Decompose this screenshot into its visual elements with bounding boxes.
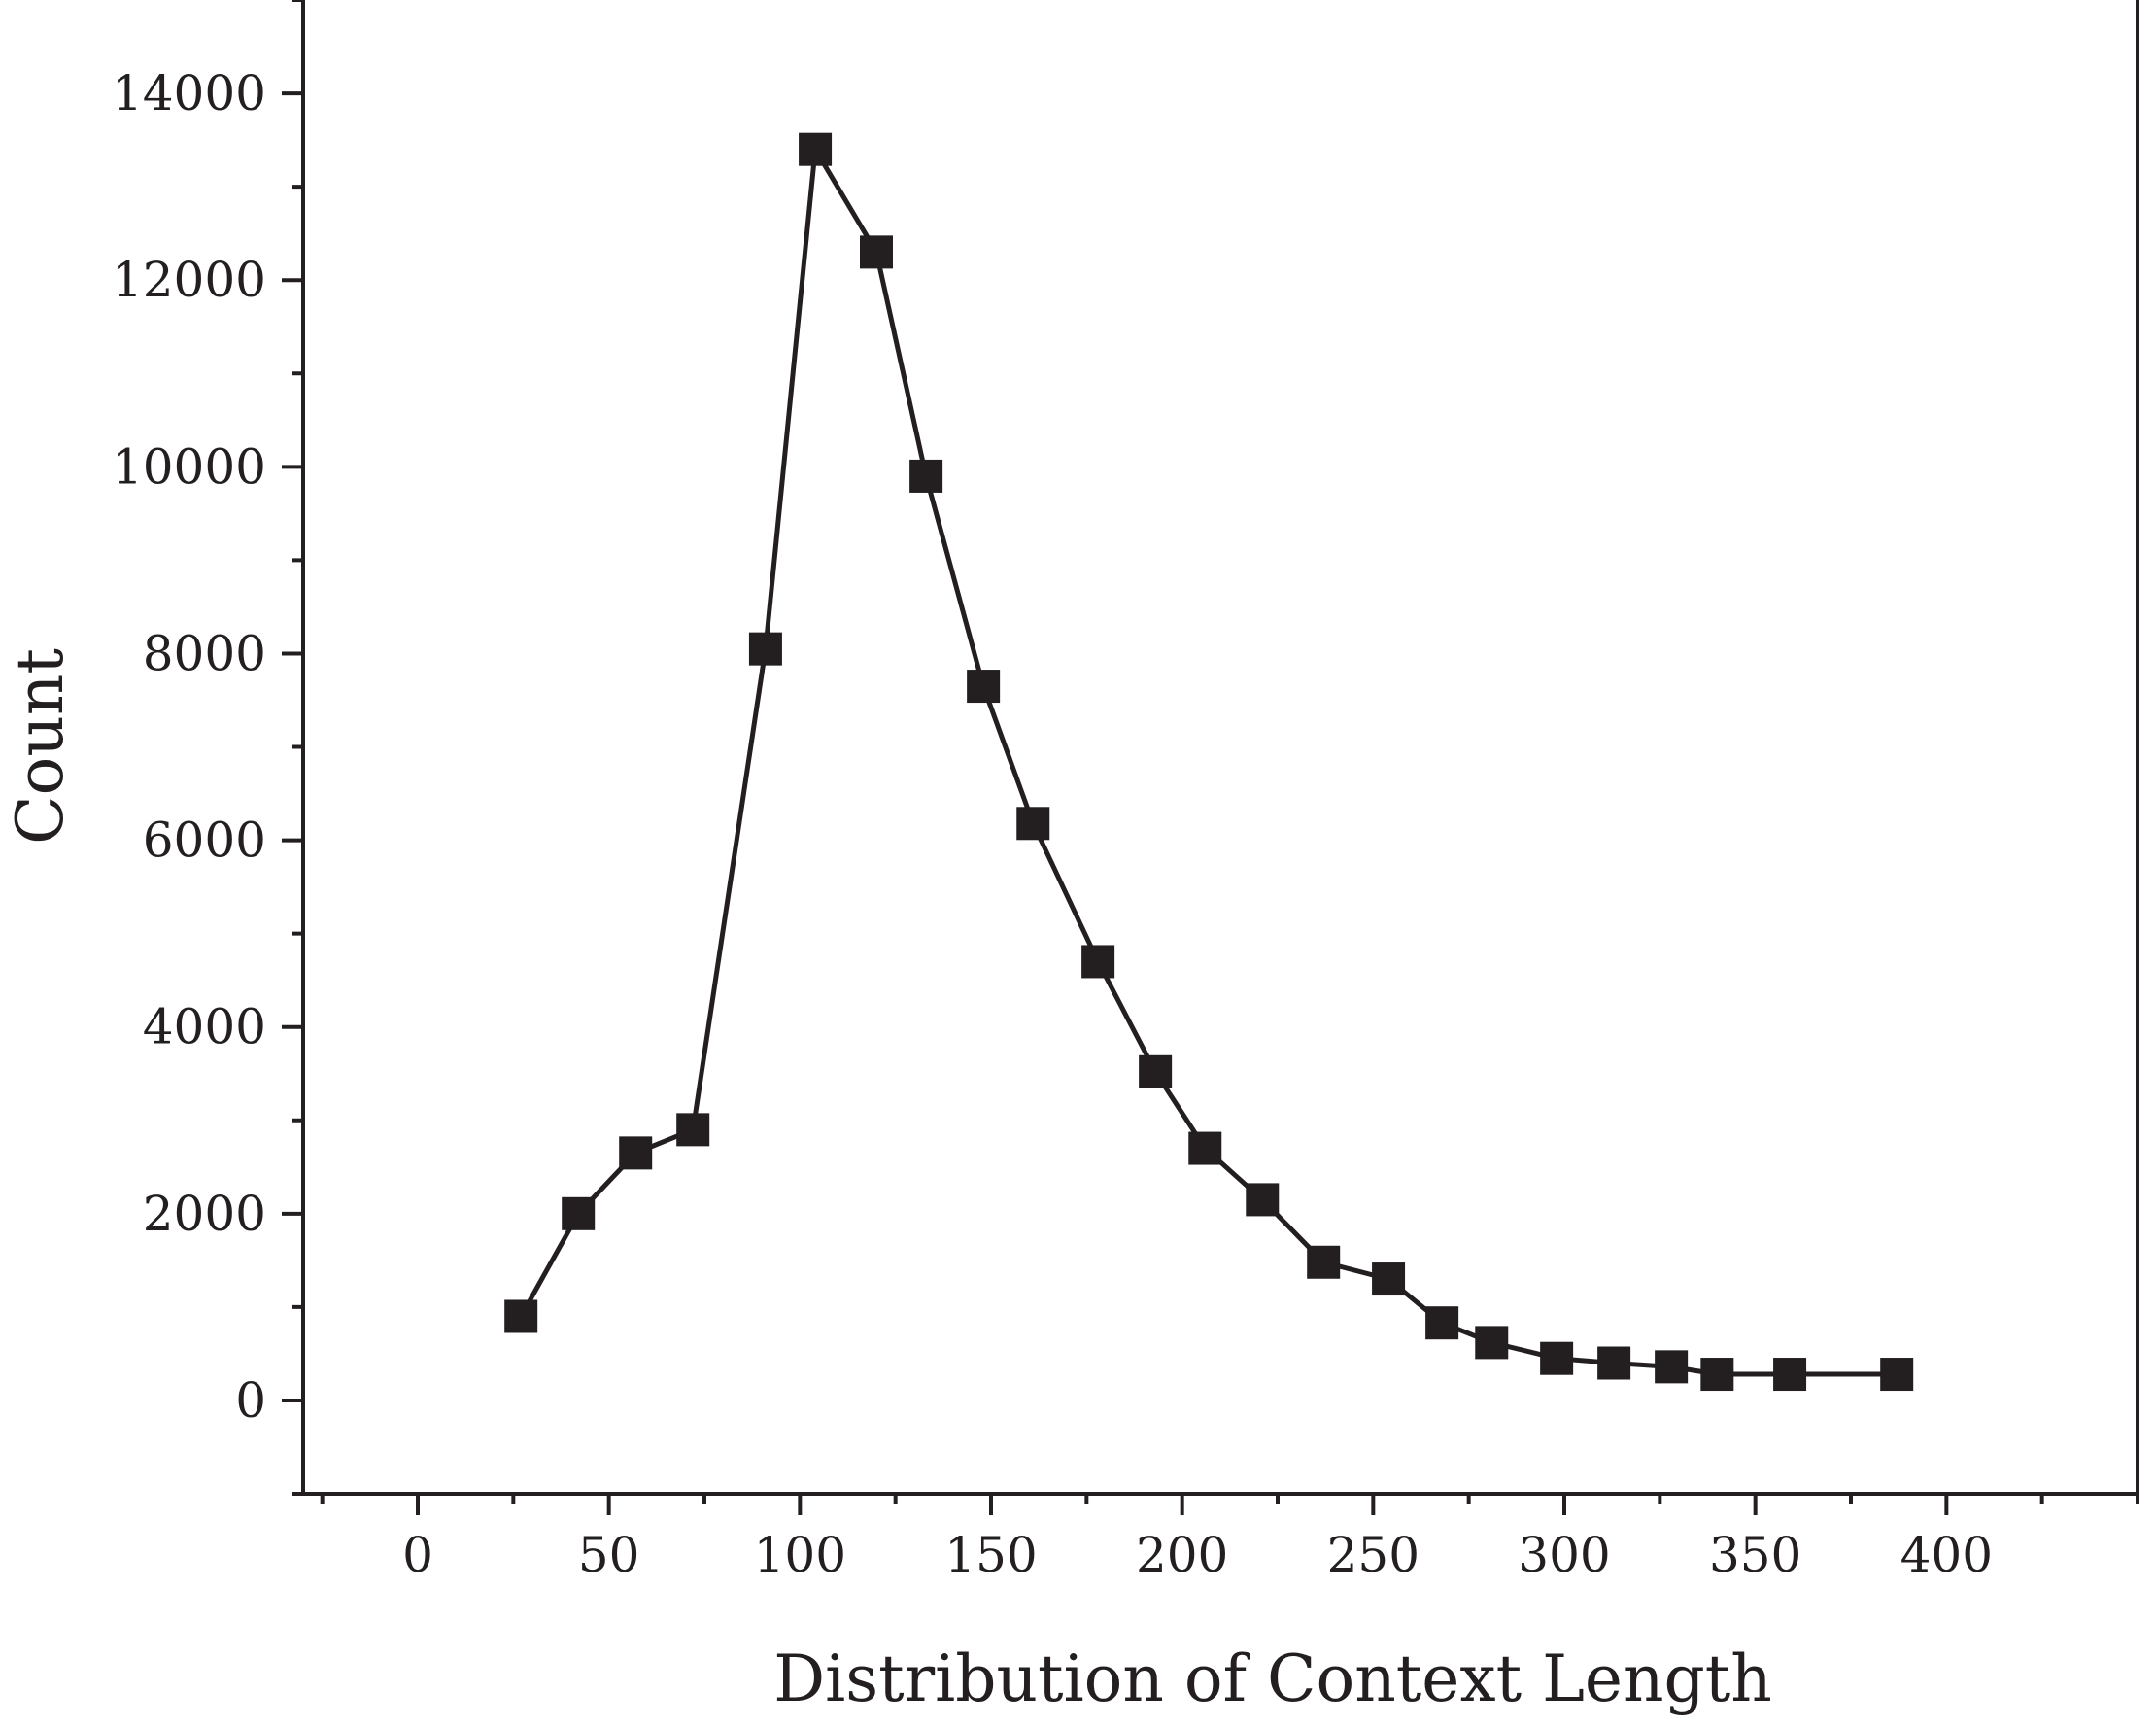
data-point bbox=[504, 1299, 538, 1333]
data-point bbox=[860, 235, 893, 269]
data-point bbox=[1540, 1341, 1574, 1375]
data-point bbox=[1307, 1245, 1341, 1279]
data-point bbox=[1425, 1306, 1459, 1340]
data-point bbox=[562, 1196, 596, 1230]
data-point bbox=[1880, 1358, 1914, 1392]
x-tick-label: 200 bbox=[1136, 1527, 1228, 1583]
x-tick-label: 150 bbox=[944, 1527, 1037, 1583]
x-tick-label: 300 bbox=[1518, 1527, 1610, 1583]
data-point bbox=[1597, 1346, 1631, 1380]
y-tick-label: 14000 bbox=[112, 65, 266, 121]
x-tick-label: 250 bbox=[1327, 1527, 1420, 1583]
x-axis-ticks: 0 50 100 150 200 250 300 350 400 bbox=[320, 1494, 2139, 1583]
data-point bbox=[1773, 1358, 1807, 1392]
data-point bbox=[676, 1113, 710, 1147]
data-series bbox=[504, 132, 1914, 1392]
data-point bbox=[619, 1136, 653, 1170]
y-axis-ticks: 0 2000 4000 6000 8000 10000 12000 14000 bbox=[112, 0, 303, 1496]
y-axis-title: Count bbox=[3, 648, 78, 845]
data-point bbox=[799, 132, 833, 166]
x-tick-label: 400 bbox=[1900, 1527, 1993, 1583]
y-tick-label: 4000 bbox=[143, 999, 266, 1055]
x-tick-label: 0 bbox=[402, 1527, 433, 1583]
data-point bbox=[1139, 1054, 1173, 1088]
y-tick-label: 12000 bbox=[112, 252, 266, 308]
data-point bbox=[1655, 1350, 1689, 1384]
data-point bbox=[967, 670, 1001, 704]
data-point bbox=[909, 459, 943, 493]
data-point bbox=[1372, 1262, 1406, 1296]
y-tick-label: 8000 bbox=[143, 625, 266, 681]
data-point bbox=[1016, 807, 1050, 841]
y-tick-label: 10000 bbox=[112, 438, 266, 495]
x-tick-label: 50 bbox=[578, 1527, 640, 1583]
data-point bbox=[1188, 1131, 1222, 1165]
x-axis-title: Distribution of Context Length bbox=[773, 1641, 1772, 1716]
x-tick-label: 100 bbox=[754, 1527, 846, 1583]
data-point bbox=[1081, 945, 1115, 979]
y-tick-label: 0 bbox=[235, 1372, 266, 1429]
data-point bbox=[1246, 1183, 1280, 1217]
data-point bbox=[748, 632, 782, 666]
plot-axes bbox=[301, 0, 2139, 1496]
data-point bbox=[1700, 1358, 1734, 1392]
y-tick-label: 6000 bbox=[143, 812, 266, 869]
series-line bbox=[519, 141, 1898, 1377]
y-tick-label: 2000 bbox=[143, 1186, 266, 1242]
data-point bbox=[1475, 1326, 1509, 1360]
x-tick-label: 350 bbox=[1709, 1527, 1801, 1583]
